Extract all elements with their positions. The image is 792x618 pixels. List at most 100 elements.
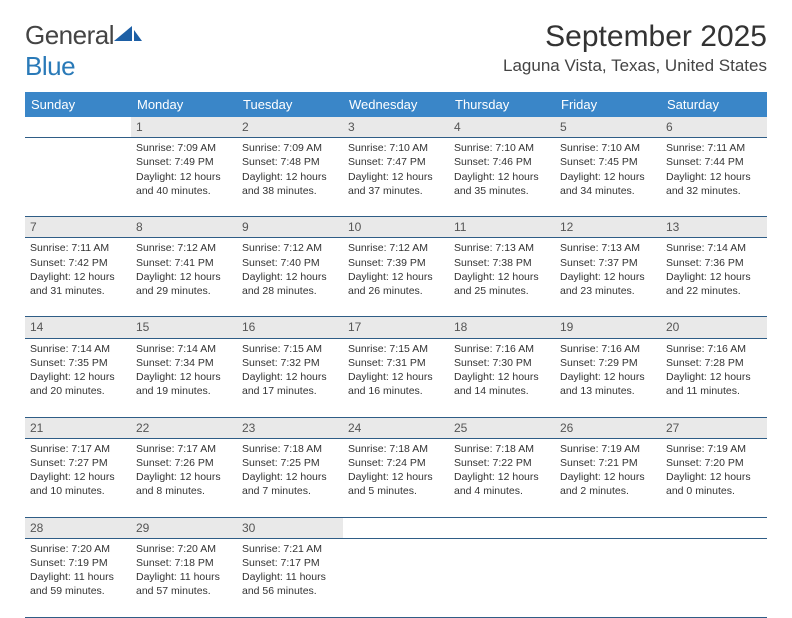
day-number: 17 (343, 317, 449, 337)
sunrise-line: Sunrise: 7:12 AM (136, 241, 232, 255)
daylight-line: Daylight: 12 hours and 29 minutes. (136, 270, 232, 298)
day-number: 7 (25, 217, 131, 237)
day-number: 16 (237, 317, 343, 337)
daylight-line: Daylight: 12 hours and 26 minutes. (348, 270, 444, 298)
day-cell: Sunrise: 7:14 AMSunset: 7:34 PMDaylight:… (131, 339, 237, 417)
sunset-line: Sunset: 7:41 PM (136, 256, 232, 270)
daylight-line: Daylight: 11 hours and 59 minutes. (30, 570, 126, 598)
daylight-line: Daylight: 12 hours and 40 minutes. (136, 170, 232, 198)
sunrise-line: Sunrise: 7:12 AM (348, 241, 444, 255)
day-cell: Sunrise: 7:13 AMSunset: 7:38 PMDaylight:… (449, 238, 555, 316)
sunset-line: Sunset: 7:42 PM (30, 256, 126, 270)
day-number: 2 (237, 117, 343, 137)
day-number: 3 (343, 117, 449, 137)
brand-part1: General (25, 20, 114, 50)
empty-cell (343, 518, 449, 538)
sunset-line: Sunset: 7:26 PM (136, 456, 232, 470)
day-cell: Sunrise: 7:18 AMSunset: 7:25 PMDaylight:… (237, 439, 343, 517)
day-cell: Sunrise: 7:18 AMSunset: 7:24 PMDaylight:… (343, 439, 449, 517)
day-number: 22 (131, 418, 237, 438)
daylight-line: Daylight: 12 hours and 10 minutes. (30, 470, 126, 498)
sunset-line: Sunset: 7:29 PM (560, 356, 656, 370)
day-number: 20 (661, 317, 767, 337)
sunset-line: Sunset: 7:17 PM (242, 556, 338, 570)
sunset-line: Sunset: 7:19 PM (30, 556, 126, 570)
sunset-line: Sunset: 7:20 PM (666, 456, 762, 470)
sunrise-line: Sunrise: 7:15 AM (242, 342, 338, 356)
daynum-row: 78910111213 (25, 217, 767, 238)
empty-cell (343, 539, 449, 617)
weekday-header: Wednesday (343, 92, 449, 117)
day-cell: Sunrise: 7:12 AMSunset: 7:39 PMDaylight:… (343, 238, 449, 316)
daylight-line: Daylight: 12 hours and 20 minutes. (30, 370, 126, 398)
sunset-line: Sunset: 7:30 PM (454, 356, 550, 370)
sunrise-line: Sunrise: 7:11 AM (666, 141, 762, 155)
day-cell: Sunrise: 7:14 AMSunset: 7:35 PMDaylight:… (25, 339, 131, 417)
day-number: 26 (555, 418, 661, 438)
weekday-header: Saturday (661, 92, 767, 117)
daylight-line: Daylight: 12 hours and 34 minutes. (560, 170, 656, 198)
day-cell: Sunrise: 7:11 AMSunset: 7:42 PMDaylight:… (25, 238, 131, 316)
sunset-line: Sunset: 7:49 PM (136, 155, 232, 169)
sunset-line: Sunset: 7:25 PM (242, 456, 338, 470)
day-cell: Sunrise: 7:13 AMSunset: 7:37 PMDaylight:… (555, 238, 661, 316)
empty-cell (449, 539, 555, 617)
empty-cell (555, 539, 661, 617)
day-number: 19 (555, 317, 661, 337)
daylight-line: Daylight: 12 hours and 0 minutes. (666, 470, 762, 498)
sunset-line: Sunset: 7:24 PM (348, 456, 444, 470)
week-row: Sunrise: 7:14 AMSunset: 7:35 PMDaylight:… (25, 339, 767, 418)
sunrise-line: Sunrise: 7:12 AM (242, 241, 338, 255)
daylight-line: Daylight: 12 hours and 11 minutes. (666, 370, 762, 398)
day-number: 8 (131, 217, 237, 237)
brand-sail-icon (114, 26, 142, 44)
sunset-line: Sunset: 7:44 PM (666, 155, 762, 169)
day-number: 12 (555, 217, 661, 237)
week-row: Sunrise: 7:20 AMSunset: 7:19 PMDaylight:… (25, 539, 767, 618)
sunrise-line: Sunrise: 7:10 AM (454, 141, 550, 155)
daylight-line: Daylight: 12 hours and 31 minutes. (30, 270, 126, 298)
sunrise-line: Sunrise: 7:18 AM (348, 442, 444, 456)
daylight-line: Daylight: 12 hours and 8 minutes. (136, 470, 232, 498)
sunset-line: Sunset: 7:32 PM (242, 356, 338, 370)
sunset-line: Sunset: 7:31 PM (348, 356, 444, 370)
day-cell: Sunrise: 7:11 AMSunset: 7:44 PMDaylight:… (661, 138, 767, 216)
daylight-line: Daylight: 12 hours and 13 minutes. (560, 370, 656, 398)
brand-text: General Blue (25, 20, 142, 82)
sunrise-line: Sunrise: 7:09 AM (136, 141, 232, 155)
day-number: 30 (237, 518, 343, 538)
day-cell: Sunrise: 7:09 AMSunset: 7:49 PMDaylight:… (131, 138, 237, 216)
day-number: 24 (343, 418, 449, 438)
daynum-row: 14151617181920 (25, 317, 767, 338)
day-cell: Sunrise: 7:19 AMSunset: 7:21 PMDaylight:… (555, 439, 661, 517)
weekday-header: Monday (131, 92, 237, 117)
day-cell: Sunrise: 7:18 AMSunset: 7:22 PMDaylight:… (449, 439, 555, 517)
day-cell: Sunrise: 7:19 AMSunset: 7:20 PMDaylight:… (661, 439, 767, 517)
sunrise-line: Sunrise: 7:18 AM (454, 442, 550, 456)
sunset-line: Sunset: 7:21 PM (560, 456, 656, 470)
week-row: Sunrise: 7:09 AMSunset: 7:49 PMDaylight:… (25, 138, 767, 217)
sunrise-line: Sunrise: 7:09 AM (242, 141, 338, 155)
daylight-line: Daylight: 12 hours and 16 minutes. (348, 370, 444, 398)
day-cell: Sunrise: 7:12 AMSunset: 7:41 PMDaylight:… (131, 238, 237, 316)
daylight-line: Daylight: 12 hours and 35 minutes. (454, 170, 550, 198)
sunrise-line: Sunrise: 7:14 AM (136, 342, 232, 356)
empty-cell (25, 138, 131, 216)
sunset-line: Sunset: 7:39 PM (348, 256, 444, 270)
day-number: 10 (343, 217, 449, 237)
sunset-line: Sunset: 7:35 PM (30, 356, 126, 370)
day-number: 1 (131, 117, 237, 137)
day-cell: Sunrise: 7:12 AMSunset: 7:40 PMDaylight:… (237, 238, 343, 316)
week-row: Sunrise: 7:17 AMSunset: 7:27 PMDaylight:… (25, 439, 767, 518)
sunrise-line: Sunrise: 7:10 AM (560, 141, 656, 155)
day-cell: Sunrise: 7:21 AMSunset: 7:17 PMDaylight:… (237, 539, 343, 617)
sunset-line: Sunset: 7:36 PM (666, 256, 762, 270)
sunrise-line: Sunrise: 7:21 AM (242, 542, 338, 556)
weekday-header-row: SundayMondayTuesdayWednesdayThursdayFrid… (25, 92, 767, 117)
sunrise-line: Sunrise: 7:16 AM (454, 342, 550, 356)
daylight-line: Daylight: 12 hours and 7 minutes. (242, 470, 338, 498)
daylight-line: Daylight: 12 hours and 38 minutes. (242, 170, 338, 198)
day-number: 6 (661, 117, 767, 137)
sunrise-line: Sunrise: 7:15 AM (348, 342, 444, 356)
day-number: 18 (449, 317, 555, 337)
